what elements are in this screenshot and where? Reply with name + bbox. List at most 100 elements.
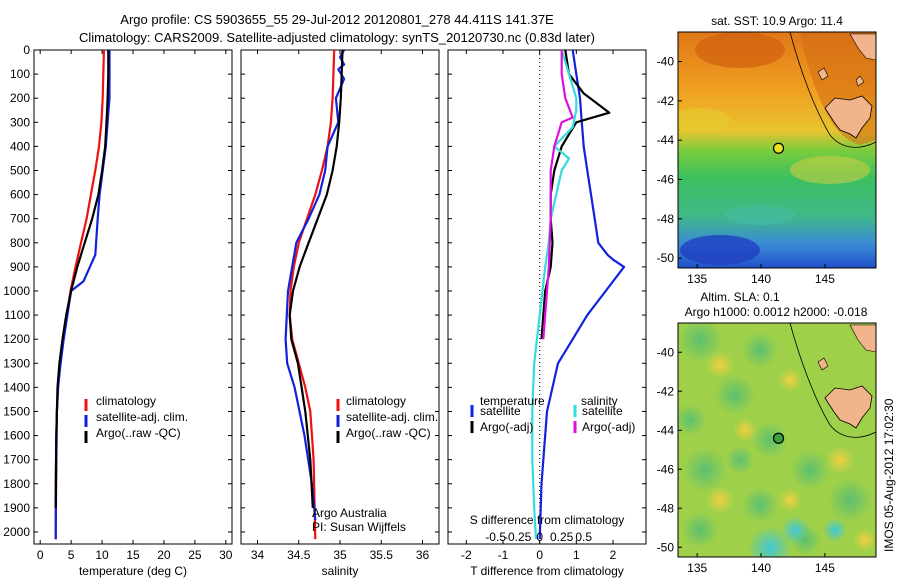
difference-xtick-label: -2 [461, 548, 472, 562]
salinity-series-2-line [288, 50, 344, 508]
sla-texture-blob [790, 450, 830, 490]
sla-lon-label: 135 [687, 561, 707, 575]
sla-texture-blob [748, 526, 792, 557]
depth-tick-label: 1700 [3, 453, 30, 467]
sla-texture-blob [826, 446, 854, 474]
salinity-xtick-label: 35 [333, 548, 347, 562]
temperature-legend: climatology satellite-adj. clim. Argo(..… [84, 394, 188, 443]
difference-series-0-line [538, 50, 626, 540]
sla-map-ticks: 135 140 145 -40 -42 -44 -46 -48 -50 [657, 345, 836, 575]
depth-tick-label: 1800 [3, 477, 30, 491]
sst-lat-label: -44 [657, 133, 675, 147]
sst-lat-label: -48 [657, 212, 675, 226]
difference-xtick-label: 0 [536, 548, 543, 562]
sst-map-ticks: 135 140 145 -40 -42 -44 -46 -48 -50 [657, 55, 836, 287]
sla-texture-blob [706, 486, 734, 514]
sla-lon-label: 140 [751, 561, 771, 575]
difference-series [531, 50, 626, 540]
temperature-legend-satellite: satellite-adj. clim. [96, 410, 188, 424]
depth-tick-label: 1600 [3, 429, 30, 443]
sla-texture-blob [683, 448, 727, 492]
s-diff-tick-label: -0.25 [504, 530, 532, 544]
salinity-ticks: 34 34.5 35 35.5 36 [241, 49, 439, 562]
sla-texture-blob [853, 528, 876, 552]
temperature-xtick-label: 5 [68, 548, 75, 562]
salinity-xtick-label: 36 [416, 548, 430, 562]
salinity-xtick-label: 34 [251, 548, 265, 562]
temperature-axes-box [33, 49, 233, 545]
sla-lat-label: -48 [657, 501, 675, 515]
sst-lat-label: -50 [657, 251, 675, 265]
salinity-annotation-argo-australia: Argo Australia [312, 506, 387, 520]
figure-title-line1: Argo profile: CS 5903655_55 29-Jul-2012 … [120, 12, 554, 27]
temperature-panel: 0100200300400500600700800900100011001200… [3, 43, 233, 578]
tasmania-landmass [824, 95, 873, 139]
sst-map-frame [677, 31, 877, 269]
sla-map-frame [677, 322, 877, 558]
temperature-xtick-label: 20 [157, 548, 171, 562]
depth-tick-label: 900 [10, 260, 30, 274]
difference-ticks: -2 -1 0 1 2 [448, 49, 646, 562]
salinity-xtick-label: 35.5 [370, 548, 394, 562]
difference-series-3-line [542, 50, 574, 340]
depth-tick-label: 1900 [3, 501, 30, 515]
sla-texture-blob [778, 368, 802, 392]
temperature-xtick-label: 25 [188, 548, 202, 562]
temperature-legend-climatology: climatology [96, 394, 156, 408]
s-diff-tick-label: 0.5 [575, 530, 592, 544]
temperature-legend-argo: Argo(..raw -QC) [96, 426, 181, 440]
depth-tick-label: 500 [10, 163, 30, 177]
sla-lat-label: -42 [657, 384, 675, 398]
depth-tick-label: 100 [10, 67, 30, 81]
depth-tick-label: 1300 [3, 356, 30, 370]
sla-texture-blob [678, 404, 706, 436]
difference-panel: -2 -1 0 1 2 T difference from climatology S … [447, 49, 647, 578]
legend-title-temperature: temperature [480, 394, 545, 408]
legend-s-argo: Argo(-adj) [582, 420, 635, 434]
temperature-xtick-label: 30 [219, 548, 233, 562]
s-diff-tick-label: -0.5 [485, 530, 506, 544]
difference-xtick-label: 1 [573, 548, 580, 562]
sla-texture-blob [678, 323, 722, 362]
salinity-axes-box [240, 49, 440, 545]
salinity-legend-argo: Argo(..raw -QC) [346, 426, 431, 440]
depth-tick-label: 400 [10, 139, 30, 153]
sla-depth-contour [789, 323, 876, 438]
depth-tick-label: 800 [10, 236, 30, 250]
sst-argo-marker [772, 142, 785, 154]
difference-xtick-label: -1 [498, 548, 509, 562]
sla-texture-blob [726, 446, 754, 474]
sst-depth-contour [789, 32, 876, 148]
sla-texture-blob [706, 351, 734, 379]
depth-tick-label: 700 [10, 212, 30, 226]
salinity-series [284, 50, 346, 540]
sst-lon-label: 145 [815, 272, 835, 286]
sla-texture-blob [823, 518, 847, 542]
sla-texture-blob [742, 332, 778, 368]
sla-texture-blob [742, 487, 778, 523]
sst-lat-label: -42 [657, 94, 675, 108]
sla-texture-blob [715, 375, 755, 415]
sla-lat-label: -46 [657, 462, 675, 476]
depth-tick-label: 0 [23, 43, 30, 57]
sla-texture-blob [682, 512, 718, 548]
difference-xtick-label: 2 [610, 548, 617, 562]
depth-tick-label: 600 [10, 188, 30, 202]
legend-t-satellite: satellite [480, 404, 521, 418]
difference-s-ticks: -0.5-0.25 0 0.25 0.5 [485, 530, 592, 544]
depth-tick-label: 2000 [3, 525, 30, 539]
sst-lon-label: 135 [687, 272, 707, 286]
salinity-series-1-line [284, 50, 346, 521]
temperature-series [54, 50, 111, 540]
salinity-xtick-label: 34.5 [287, 548, 311, 562]
depth-tick-label: 1400 [3, 380, 30, 394]
depth-tick-label: 300 [10, 115, 30, 129]
sla-lat-label: -44 [657, 423, 675, 437]
difference-xlabel-s: S difference from climatology [470, 513, 625, 527]
salinity-xlabel: salinity [322, 564, 359, 578]
sst-lat-label: -46 [657, 173, 675, 187]
sst-lat-label: -40 [657, 55, 675, 69]
salinity-legend-climatology: climatology [346, 394, 406, 408]
depth-tick-label: 200 [10, 91, 30, 105]
